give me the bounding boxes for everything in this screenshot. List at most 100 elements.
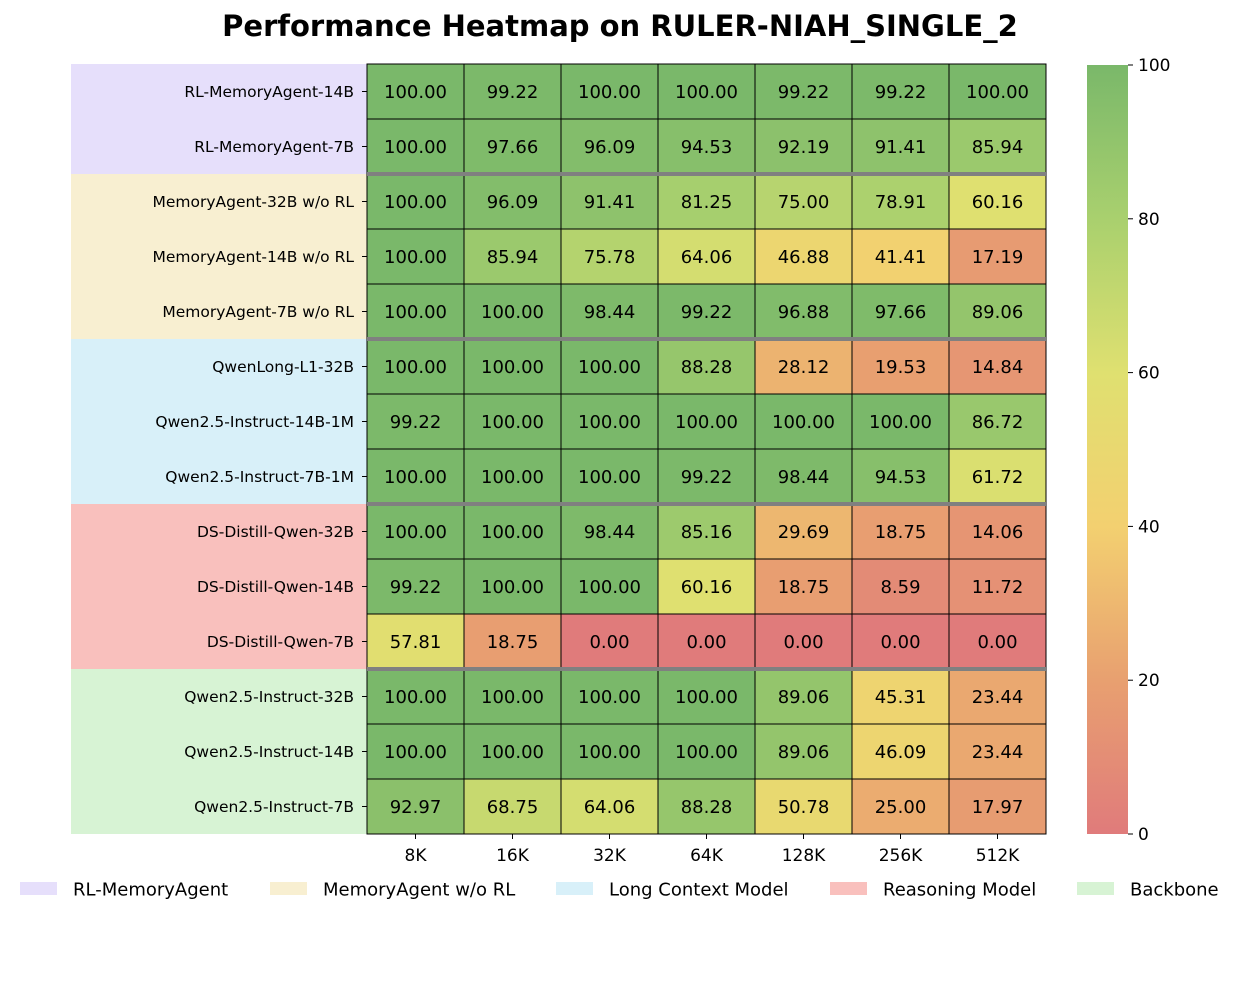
heatmap-cell [560, 173, 659, 230]
cell-value-label: 100.00 [966, 82, 1029, 103]
heatmap-cell [560, 723, 659, 780]
cell-value-label: 46.09 [875, 742, 927, 763]
row-label: Qwen2.5-Instruct-14B [184, 743, 354, 761]
cell-value-label: 78.91 [875, 192, 927, 213]
cell-value-label: 81.25 [681, 192, 733, 213]
cell-value-label: 45.31 [875, 687, 927, 708]
heatmap-cell [366, 503, 465, 560]
cell-value-label: 17.19 [972, 247, 1024, 268]
colorbar-tick-label: 100 [1138, 56, 1170, 76]
heatmap-cell [948, 503, 1047, 560]
cell-value-label: 92.97 [390, 797, 442, 818]
cell-value-label: 75.78 [584, 247, 636, 268]
cell-value-label: 85.94 [972, 137, 1024, 158]
colorbar-gradient [1087, 65, 1128, 834]
legend-label: Long Context Model [609, 880, 789, 901]
cell-value-label: 100.00 [578, 577, 641, 598]
heatmap-cell [657, 393, 756, 450]
cell-value-label: 64.06 [681, 247, 733, 268]
cell-value-label: 100.00 [384, 357, 447, 378]
cell-value-label: 89.06 [778, 687, 830, 708]
cell-value-label: 97.66 [875, 302, 927, 323]
row-label: DS-Distill-Qwen-32B [197, 523, 354, 541]
cell-value-label: 99.22 [681, 302, 733, 323]
group-bands [71, 64, 367, 834]
cell-value-label: 85.16 [681, 522, 733, 543]
cell-value-label: 17.97 [972, 797, 1024, 818]
column-label: 128K [782, 846, 826, 866]
cell-value-label: 11.72 [972, 577, 1024, 598]
heatmap-cell [851, 393, 950, 450]
heatmap-cell [463, 63, 562, 120]
cell-value-label: 99.22 [875, 82, 927, 103]
heatmap-cell [560, 63, 659, 120]
cell-value-label: 50.78 [778, 797, 830, 818]
heatmap-cell [463, 448, 562, 505]
heatmap-cell [948, 448, 1047, 505]
heatmap-cell [560, 558, 659, 615]
heatmap-cell [657, 63, 756, 120]
cell-value-label: 100.00 [481, 467, 544, 488]
cell-value-label: 94.53 [875, 467, 927, 488]
column-label: 512K [976, 846, 1020, 866]
cell-value-label: 75.00 [778, 192, 830, 213]
heatmap-cell [851, 228, 950, 285]
cell-value-label: 100.00 [675, 82, 738, 103]
heatmap-cell [851, 338, 950, 395]
heatmap-cell [366, 283, 465, 340]
heatmap-cell [948, 558, 1047, 615]
heatmap-cell [366, 228, 465, 285]
row-label: Qwen2.5-Instruct-7B-1M [165, 468, 354, 486]
heatmap-cell [851, 558, 950, 615]
cell-value-label: 100.00 [481, 522, 544, 543]
row-label: MemoryAgent-7B w/o RL [162, 303, 354, 321]
cell-value-label: 98.44 [584, 522, 636, 543]
cell-value-label: 98.44 [778, 467, 830, 488]
heatmap-cell [560, 668, 659, 725]
legend-label: Backbone [1130, 880, 1219, 901]
heatmap-cell [657, 558, 756, 615]
heatmap-cell [463, 118, 562, 175]
cell-value-label: 100.00 [384, 687, 447, 708]
legend-swatch [830, 882, 867, 895]
cell-value-label: 91.41 [584, 192, 636, 213]
colorbar-tick-label: 80 [1138, 210, 1160, 230]
heatmap-cell [948, 338, 1047, 395]
heatmap-cell [754, 613, 853, 670]
legend-swatch [1077, 882, 1114, 895]
colorbar-tick-label: 40 [1138, 517, 1160, 537]
cell-value-label: 96.88 [778, 302, 830, 323]
colorbar-tick-label: 0 [1138, 825, 1149, 845]
cell-value-label: 100.00 [578, 412, 641, 433]
cell-value-label: 28.12 [778, 357, 830, 378]
cell-value-label: 100.00 [869, 412, 932, 433]
column-label: 256K [879, 846, 923, 866]
cell-value-label: 99.22 [681, 467, 733, 488]
heatmap-cell [851, 448, 950, 505]
heatmap-cell [560, 393, 659, 450]
heatmap-cell [463, 558, 562, 615]
cell-value-label: 97.66 [487, 137, 539, 158]
cell-value-label: 100.00 [481, 302, 544, 323]
cell-value-label: 100.00 [481, 577, 544, 598]
heatmap-cell [366, 338, 465, 395]
row-label: MemoryAgent-14B w/o RL [152, 248, 354, 266]
legend-swatch [556, 882, 593, 895]
cell-value-label: 57.81 [390, 632, 442, 653]
row-label: DS-Distill-Qwen-14B [197, 578, 354, 596]
cell-value-label: 60.16 [681, 577, 733, 598]
heatmap-cell [948, 63, 1047, 120]
group-band-1 [71, 174, 367, 339]
cell-value-label: 41.41 [875, 247, 927, 268]
heatmap-cell [948, 283, 1047, 340]
cell-value-label: 100.00 [384, 522, 447, 543]
cell-value-label: 14.84 [972, 357, 1024, 378]
row-label: QwenLong-L1-32B [212, 358, 354, 376]
heatmap-cell [754, 723, 853, 780]
group-band-4 [71, 669, 367, 834]
heatmap-cell [657, 613, 756, 670]
cell-value-label: 100.00 [675, 742, 738, 763]
heatmap-cell [366, 778, 465, 835]
cell-value-label: 99.22 [778, 82, 830, 103]
cell-value-label: 88.28 [681, 357, 733, 378]
